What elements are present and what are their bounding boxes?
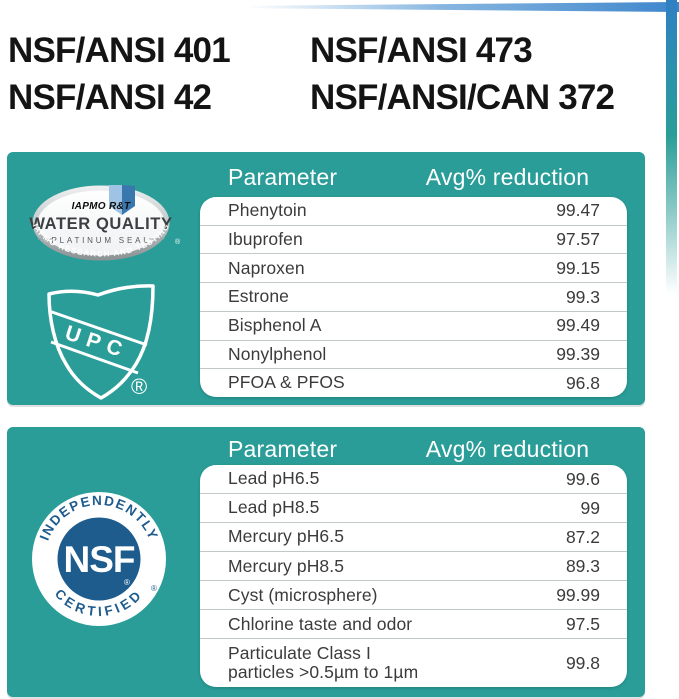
pharma-reduction-table: Phenytoin 99.47 Ibuprofen 97.57 Naproxen… [200, 197, 627, 397]
nsf-registered-mark: ® [124, 578, 130, 587]
parameter-cell: Nonylphenol [228, 343, 327, 364]
table-row: Ibuprofen 97.57 [200, 226, 627, 255]
upc-registered-mark: ® [131, 374, 147, 399]
iapmo-platinum-seal-logo: IAPMO R&T WATER QUALITY PLATINUM SEAL IA… [29, 185, 181, 261]
value-cell: 99.6 [565, 468, 600, 489]
upc-shield-icon: UPC ® [47, 284, 155, 400]
column-header-parameter: Parameter [228, 436, 338, 462]
nsf-inner-disc [57, 517, 141, 601]
certification-label: NSF/ANSI 42 [8, 78, 212, 117]
parameter-cell: Chlorine taste and odor [228, 613, 413, 634]
nsf-center-text: NSF [64, 539, 135, 580]
value-cell: 96.8 [565, 372, 600, 393]
value-cell: 99.39 [556, 343, 600, 364]
value-cell: 87.2 [565, 526, 600, 547]
table-row: Estrone 99.3 [200, 283, 627, 312]
value-cell: 99.15 [556, 257, 600, 278]
certification-label: NSF/ANSI/CAN 372 [310, 78, 615, 117]
certification-label: NSF/ANSI 473 [310, 31, 533, 70]
value-cell: 97.57 [556, 229, 600, 250]
column-header-avg-reduction: Avg% reduction [425, 436, 590, 462]
parameter-cell: Ibuprofen [228, 228, 303, 249]
table-row: Mercury pH6.5 87.2 [200, 523, 627, 553]
top-accent-stripe [246, 2, 679, 12]
upc-band-top [48, 309, 148, 347]
platinum-seal-subtitle: PLATINUM SEAL [52, 236, 151, 245]
parameter-cell: Phenytoin [228, 200, 307, 221]
table-row: Mercury pH8.5 89.3 [200, 552, 627, 582]
table-row: Bisphenol A 99.49 [200, 312, 627, 341]
table-row: Lead pH6.5 99.6 [200, 465, 627, 495]
certification-label: NSF/ANSI 401 [8, 31, 231, 70]
value-cell: 99.99 [556, 584, 600, 605]
nsf-ring-registered-mark: ® [151, 584, 157, 593]
parameter-cell: Cyst (microsphere) [228, 584, 378, 605]
certification-list: NSF/ANSI 401 NSF/ANSI 473 NSF/ANSI 42 NS… [8, 33, 668, 115]
iapmo-brand-text: IAPMO R&T [72, 201, 131, 212]
parameter-cell: Mercury pH6.5 [228, 526, 345, 547]
parameter-cell: PFOA & PFOS [228, 372, 345, 393]
value-cell: 99 [580, 497, 600, 518]
table-row: Phenytoin 99.47 [200, 197, 627, 226]
parameter-cell: Bisphenol A [228, 314, 322, 335]
table-row: Nonylphenol 99.39 [200, 341, 627, 370]
table-row: Chlorine taste and odor 97.5 [200, 610, 627, 640]
value-cell: 99.49 [556, 315, 600, 336]
value-cell: 89.3 [565, 555, 600, 576]
iapmo-registered-mark: ® [175, 238, 181, 246]
parameter-cell: Lead pH8.5 [228, 497, 320, 518]
value-cell: 99.3 [565, 286, 600, 307]
column-header-avg-reduction: Avg% reduction [425, 164, 590, 190]
table-row: Lead pH8.5 99 [200, 494, 627, 524]
column-header-parameter: Parameter [228, 164, 338, 190]
iapmo-ribbon-icon [109, 185, 135, 215]
parameter-cell: Mercury pH8.5 [228, 555, 345, 576]
water-quality-title: WATER QUALITY [29, 215, 172, 233]
parameter-cell: Lead pH6.5 [228, 468, 320, 489]
value-cell: 97.5 [565, 613, 600, 634]
value-cell: 99.47 [556, 200, 600, 221]
parameter-cell: Naproxen [228, 257, 305, 278]
right-accent-stripe [666, 0, 677, 300]
table-row: PFOA & PFOS 96.8 [200, 369, 627, 397]
table-row: Particulate Class I particles >0.5µm to … [200, 639, 627, 687]
nsf-reduction-panel: INDEPENDENTLY CERTIFIED NSF ® ® Paramete… [7, 427, 645, 697]
pharma-reduction-panel: IAPMO R&T WATER QUALITY PLATINUM SEAL IA… [7, 152, 645, 405]
parameter-cell: Particulate Class I particles >0.5µm to … [228, 642, 419, 683]
table-row: Naproxen 99.15 [200, 254, 627, 284]
upc-shield-outline [47, 284, 155, 400]
value-cell: 99.8 [565, 652, 600, 673]
nsf-reduction-table: Lead pH6.5 99.6 Lead pH8.5 99 Mercury pH… [200, 465, 627, 687]
nsf-certified-logo: INDEPENDENTLY CERTIFIED NSF ® ® [32, 492, 166, 626]
table-row: Cyst (microsphere) 99.99 [200, 581, 627, 611]
upc-band-bottom [50, 340, 139, 375]
parameter-cell: Estrone [228, 286, 290, 307]
